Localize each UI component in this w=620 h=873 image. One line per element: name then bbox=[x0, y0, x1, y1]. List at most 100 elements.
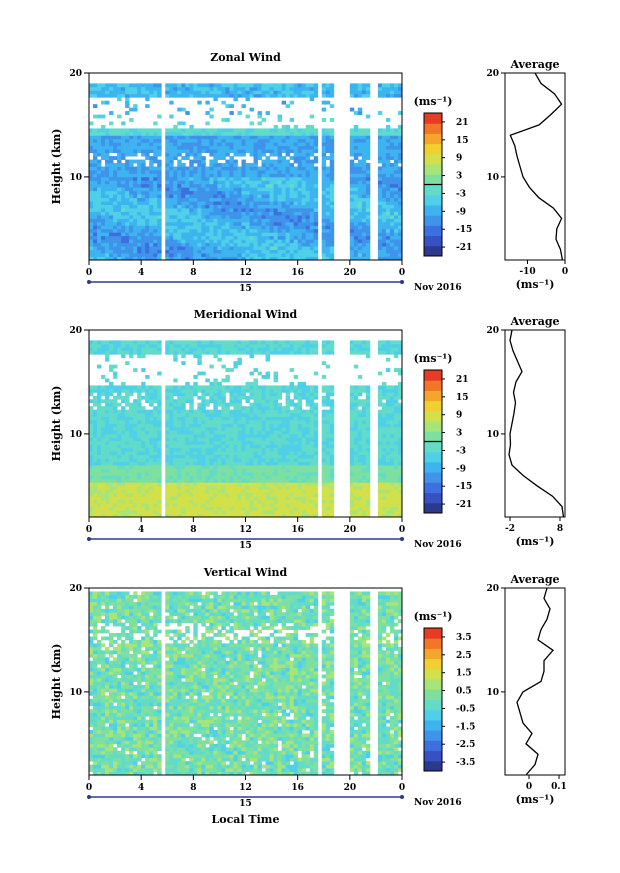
heatmap-cell bbox=[121, 90, 126, 95]
heatmap-cell bbox=[205, 232, 210, 237]
heatmap-cell bbox=[305, 173, 311, 178]
heatmap-cell bbox=[253, 204, 258, 209]
heatmap-cell bbox=[213, 406, 218, 411]
heatmap-cell bbox=[213, 458, 218, 462]
heatmap-cell bbox=[297, 180, 303, 185]
heatmap-cell bbox=[261, 190, 266, 195]
heatmap-cell bbox=[197, 204, 202, 209]
heatmap-cell bbox=[253, 218, 258, 223]
heatmap-cell bbox=[97, 138, 102, 143]
heatmap-cell bbox=[193, 430, 198, 435]
heatmap-cell bbox=[205, 180, 210, 185]
heatmap-cell bbox=[89, 492, 94, 497]
heatmap-cell bbox=[165, 235, 170, 240]
heatmap-cell bbox=[137, 433, 142, 438]
heatmap-cell bbox=[225, 385, 230, 390]
heatmap-cell bbox=[113, 194, 118, 199]
heatmap-cell bbox=[189, 190, 194, 195]
heatmap-cell bbox=[253, 506, 258, 511]
heatmap-cell bbox=[221, 461, 226, 466]
heatmap-cell bbox=[125, 197, 130, 202]
heatmap-cell bbox=[189, 180, 194, 185]
heatmap-cell bbox=[397, 176, 403, 181]
heatmap-cell bbox=[329, 90, 335, 95]
heatmap-cell bbox=[149, 399, 154, 404]
heatmap-cell bbox=[213, 475, 218, 480]
heatmap-cell bbox=[205, 340, 210, 345]
heatmap-cell bbox=[273, 513, 278, 518]
heatmap-cell bbox=[233, 208, 238, 212]
heatmap-cell bbox=[117, 347, 122, 352]
heatmap-cell bbox=[253, 392, 258, 397]
heatmap-cell bbox=[245, 416, 250, 421]
heatmap-cell bbox=[97, 454, 102, 459]
heatmap-cell bbox=[105, 138, 110, 143]
heatmap-cell bbox=[285, 176, 291, 181]
heatmap-cell bbox=[281, 159, 287, 164]
heatmap-cell bbox=[245, 513, 250, 518]
heatmap-cell bbox=[393, 142, 399, 147]
heatmap-cell bbox=[269, 392, 274, 397]
heatmap-cell bbox=[273, 506, 278, 511]
heatmap-cell bbox=[93, 451, 98, 456]
heatmap-cell bbox=[285, 187, 291, 192]
heatmap-cell bbox=[297, 228, 303, 233]
heatmap-cell bbox=[265, 496, 270, 501]
heatmap-cell bbox=[397, 135, 403, 140]
heatmap-cell bbox=[253, 156, 258, 160]
heatmap-cell bbox=[261, 478, 266, 483]
heatmap-cell bbox=[117, 152, 122, 157]
heatmap-cell bbox=[361, 218, 367, 223]
heatmap-cell bbox=[229, 221, 234, 226]
heatmap-cell bbox=[105, 86, 110, 91]
heatmap-cell bbox=[217, 409, 222, 414]
heatmap-cell bbox=[201, 228, 206, 233]
heatmap-cell bbox=[213, 409, 218, 414]
heatmap-cell bbox=[213, 135, 218, 140]
heatmap-cell bbox=[113, 343, 118, 348]
heatmap-cell bbox=[109, 478, 114, 483]
heatmap-cell bbox=[289, 138, 295, 143]
heatmap-cell bbox=[249, 221, 254, 226]
heatmap-cell bbox=[105, 402, 110, 407]
heatmap-cell bbox=[245, 444, 250, 449]
heatmap-cell bbox=[281, 228, 287, 233]
heatmap-cell bbox=[189, 211, 194, 216]
heatmap-cell bbox=[229, 482, 234, 487]
heatmap-cell bbox=[293, 180, 299, 185]
heatmap-cell bbox=[149, 214, 154, 219]
heatmap-cell bbox=[229, 225, 234, 230]
heatmap-cell bbox=[173, 454, 178, 459]
heatmap-cell bbox=[217, 152, 222, 157]
heatmap-cell bbox=[393, 239, 399, 244]
heatmap-cell bbox=[365, 169, 371, 174]
heatmap-cell bbox=[149, 350, 154, 355]
heatmap-cell bbox=[289, 246, 295, 251]
heatmap-cell bbox=[185, 465, 190, 469]
heatmap-cell bbox=[329, 197, 335, 202]
heatmap-cell bbox=[221, 364, 226, 369]
heatmap-cell bbox=[89, 413, 94, 417]
heatmap-cell bbox=[277, 163, 283, 167]
heatmap-cell bbox=[261, 461, 266, 466]
heatmap-cell bbox=[105, 395, 110, 400]
heatmap-cell bbox=[229, 513, 234, 518]
heatmap-cell bbox=[217, 145, 222, 150]
heatmap-cell bbox=[209, 475, 214, 480]
heatmap-cell bbox=[97, 347, 102, 352]
heatmap-cell bbox=[97, 499, 102, 504]
heatmap-cell bbox=[197, 458, 202, 462]
heatmap-cell bbox=[133, 201, 138, 205]
heatmap-cell bbox=[205, 239, 210, 244]
heatmap-cell bbox=[153, 149, 158, 154]
heatmap-cell bbox=[277, 142, 283, 147]
heatmap-cell bbox=[117, 86, 122, 91]
heatmap-cell bbox=[253, 485, 258, 490]
heatmap-cell bbox=[241, 454, 246, 459]
heatmap-cell bbox=[237, 242, 242, 247]
heatmap-cell bbox=[113, 235, 118, 240]
heatmap-cell bbox=[137, 437, 142, 442]
heatmap-cell bbox=[185, 350, 190, 355]
heatmap-cell bbox=[249, 475, 254, 480]
heatmap-cell bbox=[201, 166, 206, 171]
